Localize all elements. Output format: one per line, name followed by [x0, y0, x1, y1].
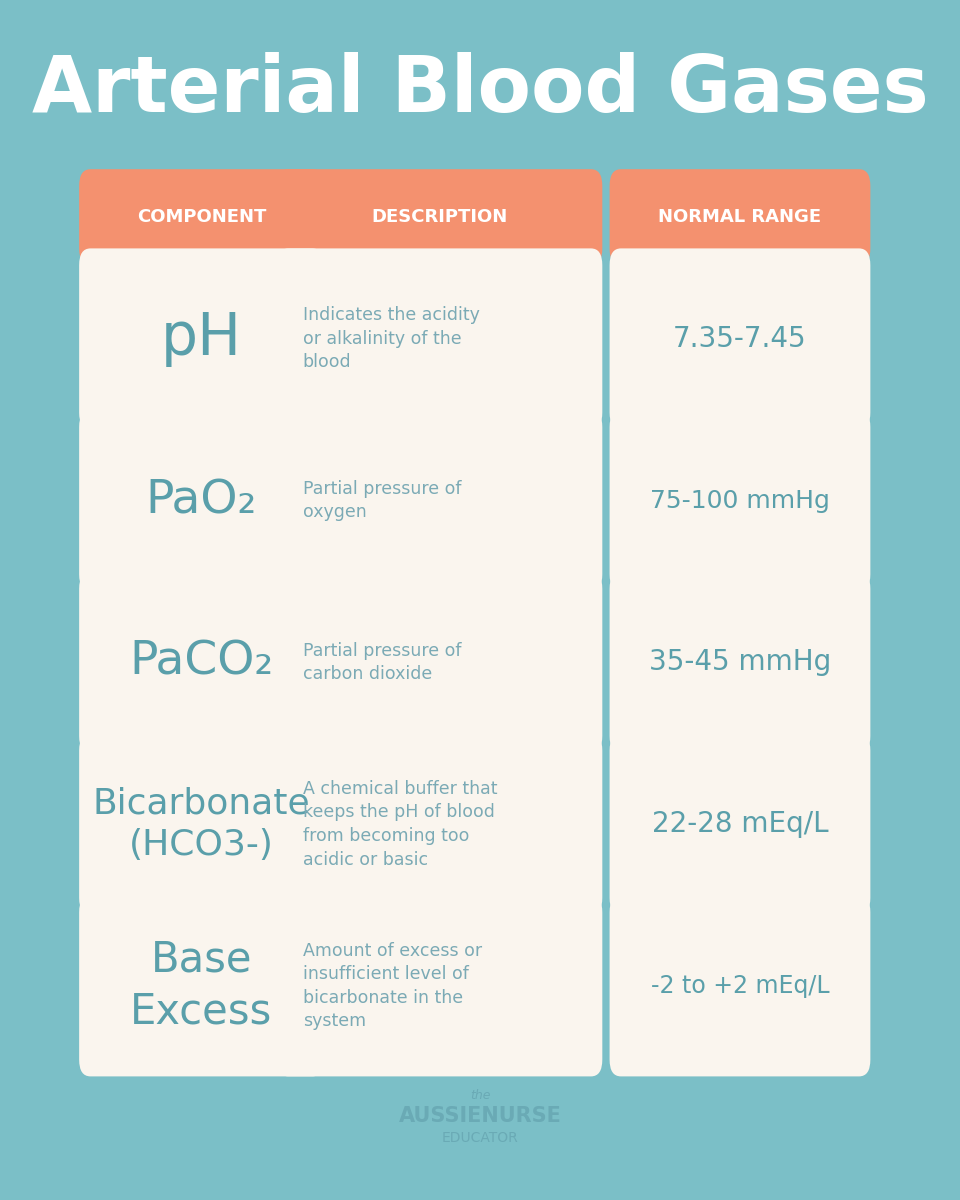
Text: Base
Excess: Base Excess [131, 938, 273, 1033]
Text: 35-45 mmHg: 35-45 mmHg [649, 648, 831, 677]
Text: 75-100 mmHg: 75-100 mmHg [650, 488, 829, 512]
Text: A chemical buffer that
keeps the pH of blood
from becoming too
acidic or basic: A chemical buffer that keeps the pH of b… [302, 780, 497, 869]
FancyBboxPatch shape [276, 410, 602, 592]
Text: Indicates the acidity
or alkalinity of the
blood: Indicates the acidity or alkalinity of t… [302, 306, 480, 372]
FancyBboxPatch shape [610, 248, 871, 430]
FancyBboxPatch shape [79, 733, 324, 914]
Text: Arterial Blood Gases: Arterial Blood Gases [32, 52, 928, 128]
Text: -2 to +2 mEq/L: -2 to +2 mEq/L [651, 974, 829, 998]
FancyBboxPatch shape [610, 895, 871, 1076]
Text: Amount of excess or
insufficient level of
bicarbonate in the
system: Amount of excess or insufficient level o… [302, 942, 482, 1031]
FancyBboxPatch shape [276, 572, 602, 752]
FancyBboxPatch shape [276, 169, 602, 265]
Text: the: the [469, 1090, 491, 1102]
FancyBboxPatch shape [79, 572, 324, 752]
Text: PaO₂: PaO₂ [146, 478, 257, 523]
Text: 7.35-7.45: 7.35-7.45 [673, 325, 806, 353]
FancyBboxPatch shape [610, 572, 871, 752]
Text: Partial pressure of
carbon dioxide: Partial pressure of carbon dioxide [302, 642, 462, 683]
Text: PaCO₂: PaCO₂ [130, 640, 274, 685]
Text: Bicarbonate
(HCO3-): Bicarbonate (HCO3-) [93, 786, 310, 863]
Text: AUSSIENURSE: AUSSIENURSE [398, 1106, 562, 1126]
Text: DESCRIPTION: DESCRIPTION [372, 209, 508, 226]
Text: pH: pH [161, 311, 242, 367]
FancyBboxPatch shape [79, 895, 324, 1076]
FancyBboxPatch shape [276, 895, 602, 1076]
Text: COMPONENT: COMPONENT [136, 209, 266, 226]
FancyBboxPatch shape [610, 169, 871, 265]
FancyBboxPatch shape [610, 410, 871, 592]
FancyBboxPatch shape [79, 248, 324, 430]
FancyBboxPatch shape [79, 169, 324, 265]
FancyBboxPatch shape [276, 733, 602, 914]
FancyBboxPatch shape [610, 733, 871, 914]
FancyBboxPatch shape [79, 410, 324, 592]
Text: 22-28 mEq/L: 22-28 mEq/L [652, 810, 828, 838]
FancyBboxPatch shape [276, 248, 602, 430]
Text: NORMAL RANGE: NORMAL RANGE [659, 209, 822, 226]
Text: EDUCATOR: EDUCATOR [442, 1130, 518, 1145]
Text: Partial pressure of
oxygen: Partial pressure of oxygen [302, 480, 462, 522]
